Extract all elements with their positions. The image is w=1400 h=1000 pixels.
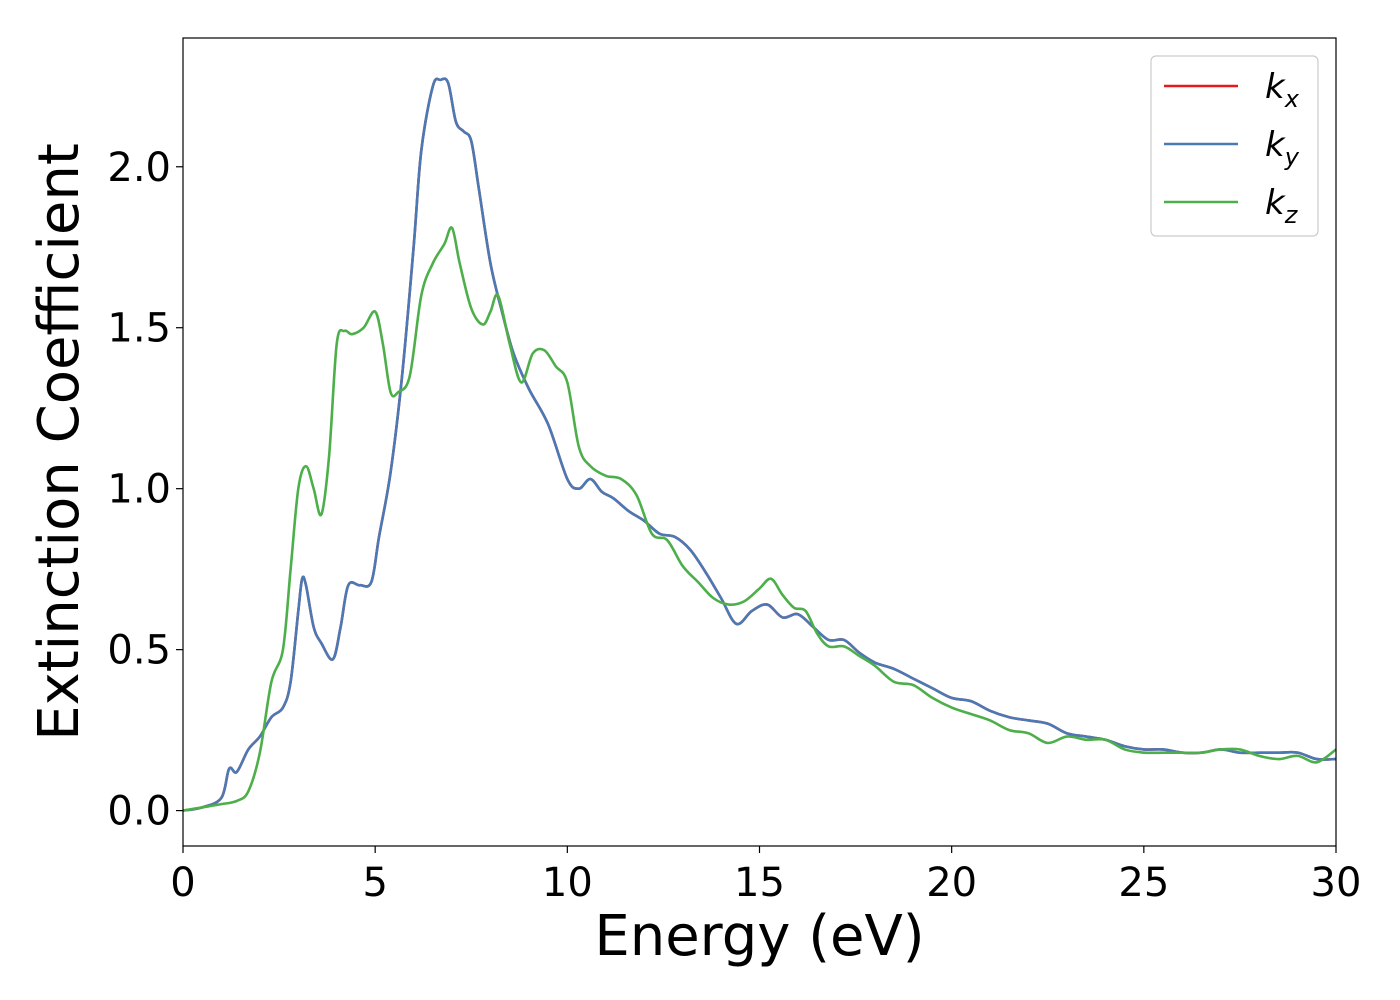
y-tick-label: 0.0 [107,789,171,835]
x-tick-label: 15 [734,860,785,906]
x-tick-label: 30 [1311,860,1362,906]
y-tick-label: 1.5 [107,306,171,352]
x-tick-label: 0 [170,860,195,906]
plot-background [183,38,1336,846]
legend-box [1150,55,1319,237]
y-axis-title: Extinction Coefficient [27,143,92,741]
y-tick-label: 2.0 [107,145,171,191]
series-layer [182,77,1337,812]
y-tick-label: 1.0 [107,467,171,513]
x-tick-label: 25 [1118,860,1169,906]
x-axis-ticks: 0 5 10 15 20 25 30 [170,846,1361,906]
x-axis-title: Energy (eV) [594,904,924,969]
series-line-kz [182,226,1337,812]
y-axis-ticks: 0.0 0.5 1.0 1.5 2.0 [107,145,183,835]
x-tick-label: 10 [542,860,593,906]
series-line-ky [182,77,1337,812]
x-tick-label: 5 [362,860,387,906]
x-tick-label: 20 [926,860,977,906]
y-tick-label: 0.5 [107,628,171,674]
